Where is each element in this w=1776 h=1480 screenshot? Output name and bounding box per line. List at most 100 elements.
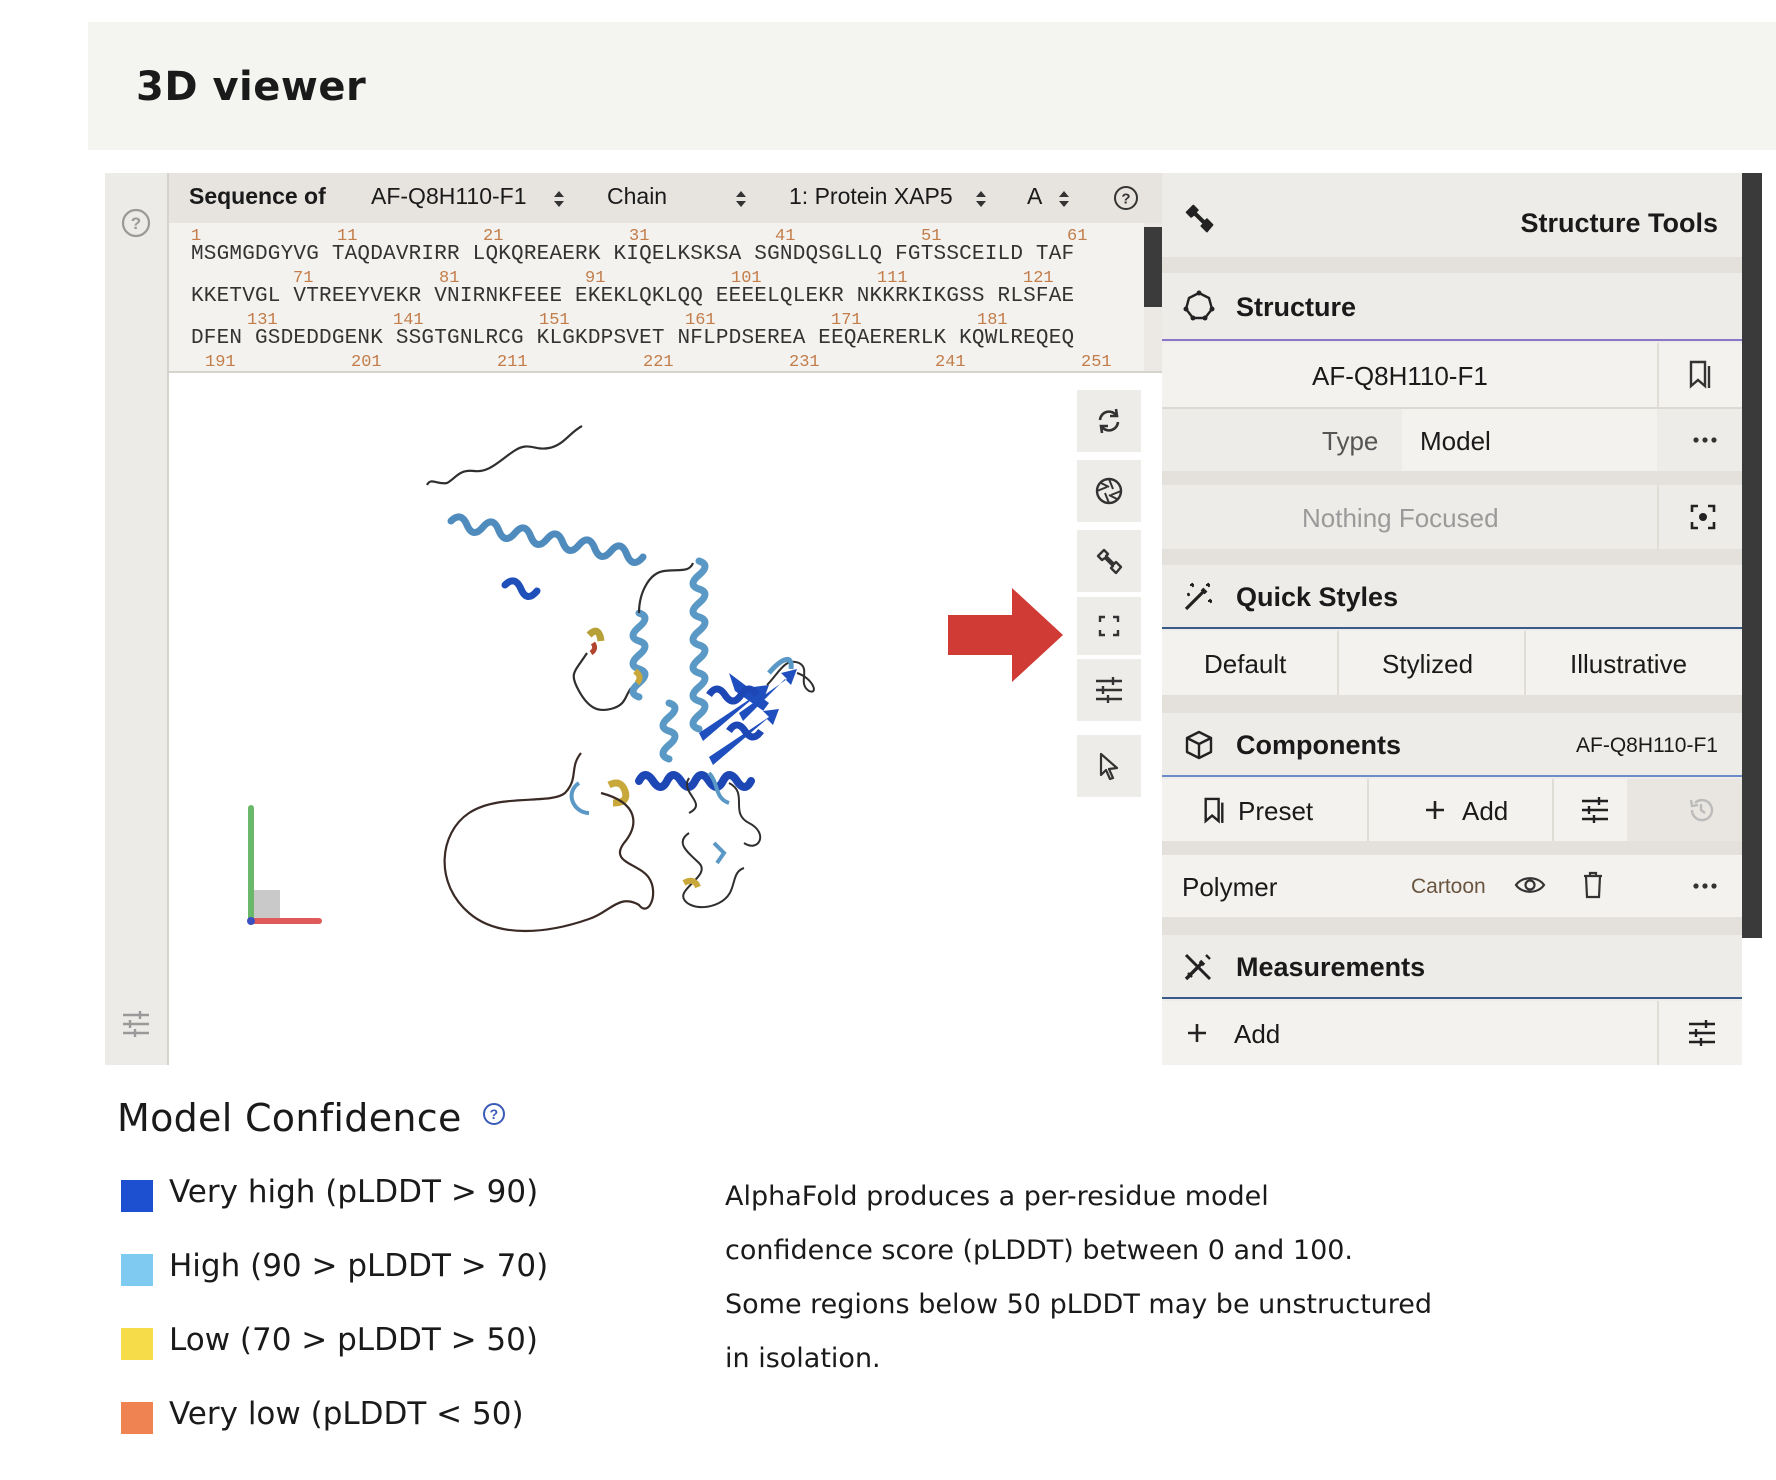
- select-arrows-icon[interactable]: [974, 189, 988, 209]
- type-select[interactable]: Model: [1402, 409, 1657, 471]
- components-header[interactable]: Components AF-Q8H110-F1: [1162, 713, 1742, 777]
- style-illustrative-button[interactable]: Illustrative: [1570, 649, 1688, 679]
- legend-label-very-high: Very high (pLDDT > 90): [169, 1174, 539, 1210]
- entry-select[interactable]: AF-Q8H110-F1: [371, 183, 527, 209]
- select-arrows-icon[interactable]: [552, 189, 566, 209]
- model-confidence-heading: Model Confidence ?: [117, 1096, 506, 1140]
- polymer-label: Polymer: [1182, 872, 1278, 902]
- focus-target-icon[interactable]: [1689, 503, 1717, 531]
- reset-camera-icon: [1094, 406, 1124, 436]
- representation-label[interactable]: Cartoon: [1411, 875, 1486, 898]
- structure-entry: AF-Q8H110-F1: [1312, 361, 1488, 391]
- settings-sliders-icon: [1094, 676, 1124, 704]
- plus-icon: [1424, 799, 1446, 821]
- expand-button[interactable]: [1077, 597, 1141, 655]
- help-icon[interactable]: ?: [1113, 185, 1139, 211]
- entity-select[interactable]: 1: Protein XAP5: [789, 183, 953, 209]
- visibility-eye-icon[interactable]: [1514, 873, 1546, 897]
- magic-wand-icon: [1182, 579, 1216, 613]
- axes-gizmo: [247, 805, 322, 925]
- structure-icon: [1182, 289, 1216, 323]
- components-actions: Preset Add: [1162, 779, 1742, 841]
- help-icon[interactable]: ?: [121, 208, 151, 238]
- more-options-icon[interactable]: [1693, 882, 1717, 890]
- preset-button[interactable]: Preset: [1238, 796, 1314, 826]
- quick-styles-header[interactable]: Quick Styles: [1162, 565, 1742, 629]
- legend-swatch-very-low: [121, 1402, 153, 1434]
- sequence-line[interactable]: KKETVGL VTREEYVEKR VNIRNKFEEE EKEKLQKLQQ…: [191, 285, 1075, 308]
- legend-label-high: High (90 > pLDDT > 70): [169, 1248, 549, 1284]
- quick-styles-options: Default Stylized Illustrative: [1162, 631, 1742, 695]
- add-measurement-button[interactable]: Add: [1234, 1019, 1281, 1049]
- sequence-line[interactable]: MSGMGDGYVG TAQDAVRIRR LQKQREAERK KIQELKS…: [191, 243, 1075, 266]
- viewer-left-rail: ?: [105, 173, 169, 1065]
- structure-entry-row[interactable]: AF-Q8H110-F1: [1162, 343, 1742, 407]
- legend-swatch-very-high: [121, 1180, 153, 1212]
- polymer-row[interactable]: Polymer Cartoon: [1162, 855, 1742, 917]
- arrow-annotation: [948, 588, 1063, 682]
- expand-icon: [1098, 615, 1120, 637]
- viewer-settings-button[interactable]: [1077, 659, 1141, 721]
- measurements-header[interactable]: Measurements: [1162, 935, 1742, 999]
- settings-sliders-icon[interactable]: [1580, 796, 1610, 824]
- style-stylized-button[interactable]: Stylized: [1382, 649, 1474, 679]
- sequence-body[interactable]: 1 11 21 31 41 51 61 MSGMGDGYVG TAQDAVRIR…: [191, 227, 1112, 372]
- components-heading: Components: [1236, 730, 1401, 760]
- structure-type-row[interactable]: Type Model: [1162, 409, 1742, 471]
- measurements-heading: Measurements: [1236, 952, 1426, 982]
- legend-swatch-low: [121, 1328, 153, 1360]
- svg-text:?: ?: [490, 1106, 499, 1122]
- quick-styles-heading: Quick Styles: [1236, 582, 1399, 612]
- structure-tools-button[interactable]: [1077, 530, 1141, 592]
- reset-camera-button[interactable]: [1077, 390, 1141, 452]
- screenshot-icon: [1094, 476, 1124, 506]
- focus-row[interactable]: Nothing Focused: [1162, 485, 1742, 549]
- measurements-actions: Add: [1162, 1001, 1742, 1065]
- sequence-line[interactable]: DFEN GSDEDDGENK SSGTGNLRCG KLGKDPSVET NF…: [191, 327, 1075, 350]
- settings-sliders-icon[interactable]: [1687, 1019, 1717, 1047]
- legend-label-low: Low (70 > pLDDT > 50): [169, 1322, 538, 1358]
- structure-section-header[interactable]: Structure: [1162, 273, 1742, 341]
- svg-text:?: ?: [1121, 191, 1130, 208]
- protein-structure: [247, 425, 1063, 933]
- wrench-icon: [1182, 201, 1216, 235]
- tools-title-bar: Structure Tools: [1162, 173, 1742, 257]
- sequence-panel: Sequence of AF-Q8H110-F1 Chain 1: Protei…: [169, 173, 1162, 373]
- settings-sliders-icon[interactable]: [121, 1010, 151, 1038]
- page-title: 3D viewer: [136, 64, 367, 110]
- help-icon[interactable]: ?: [482, 1102, 506, 1126]
- sequence-label: Sequence of: [189, 183, 326, 209]
- measure-tools-icon: [1182, 951, 1214, 983]
- confidence-description: AlphaFold produces a per-residue model c…: [725, 1181, 1433, 1374]
- select-arrows-icon[interactable]: [1057, 189, 1071, 209]
- wrench-icon: [1094, 546, 1124, 576]
- tools-scrollbar[interactable]: [1742, 173, 1762, 938]
- sequence-scrollbar[interactable]: [1144, 223, 1162, 371]
- section-header: 3D viewer: [88, 22, 1776, 150]
- delete-trash-icon[interactable]: [1582, 871, 1604, 899]
- select-arrows-icon[interactable]: [734, 189, 748, 209]
- selection-mode-button[interactable]: [1077, 735, 1141, 797]
- structure-heading: Structure: [1236, 292, 1357, 322]
- style-default-button[interactable]: Default: [1204, 649, 1287, 679]
- selection-cursor-icon: [1095, 751, 1123, 781]
- plus-icon: [1186, 1022, 1208, 1044]
- cube-icon: [1184, 729, 1214, 761]
- structure-tools-panel: Structure Tools Structure AF-Q8H110-F1 T…: [1162, 173, 1742, 1065]
- sequence-header: Sequence of AF-Q8H110-F1 Chain 1: Protei…: [169, 173, 1162, 223]
- bookmark-icon[interactable]: [1687, 358, 1713, 390]
- bookmark-icon: [1202, 795, 1226, 825]
- add-component-button[interactable]: Add: [1462, 796, 1509, 826]
- mode-select[interactable]: Chain: [607, 183, 668, 209]
- history-icon[interactable]: [1687, 796, 1715, 824]
- tools-title: Structure Tools: [1520, 208, 1718, 238]
- screenshot-button[interactable]: [1077, 460, 1141, 522]
- 3d-canvas[interactable]: [169, 373, 1162, 1065]
- chain-select[interactable]: A: [1027, 183, 1043, 209]
- more-options-icon[interactable]: [1693, 436, 1717, 444]
- svg-text:?: ?: [131, 214, 141, 233]
- focus-status: Nothing Focused: [1302, 503, 1499, 533]
- components-entry: AF-Q8H110-F1: [1576, 734, 1718, 757]
- legend-label-very-low: Very low (pLDDT < 50): [169, 1396, 524, 1432]
- legend-swatch-high: [121, 1254, 153, 1286]
